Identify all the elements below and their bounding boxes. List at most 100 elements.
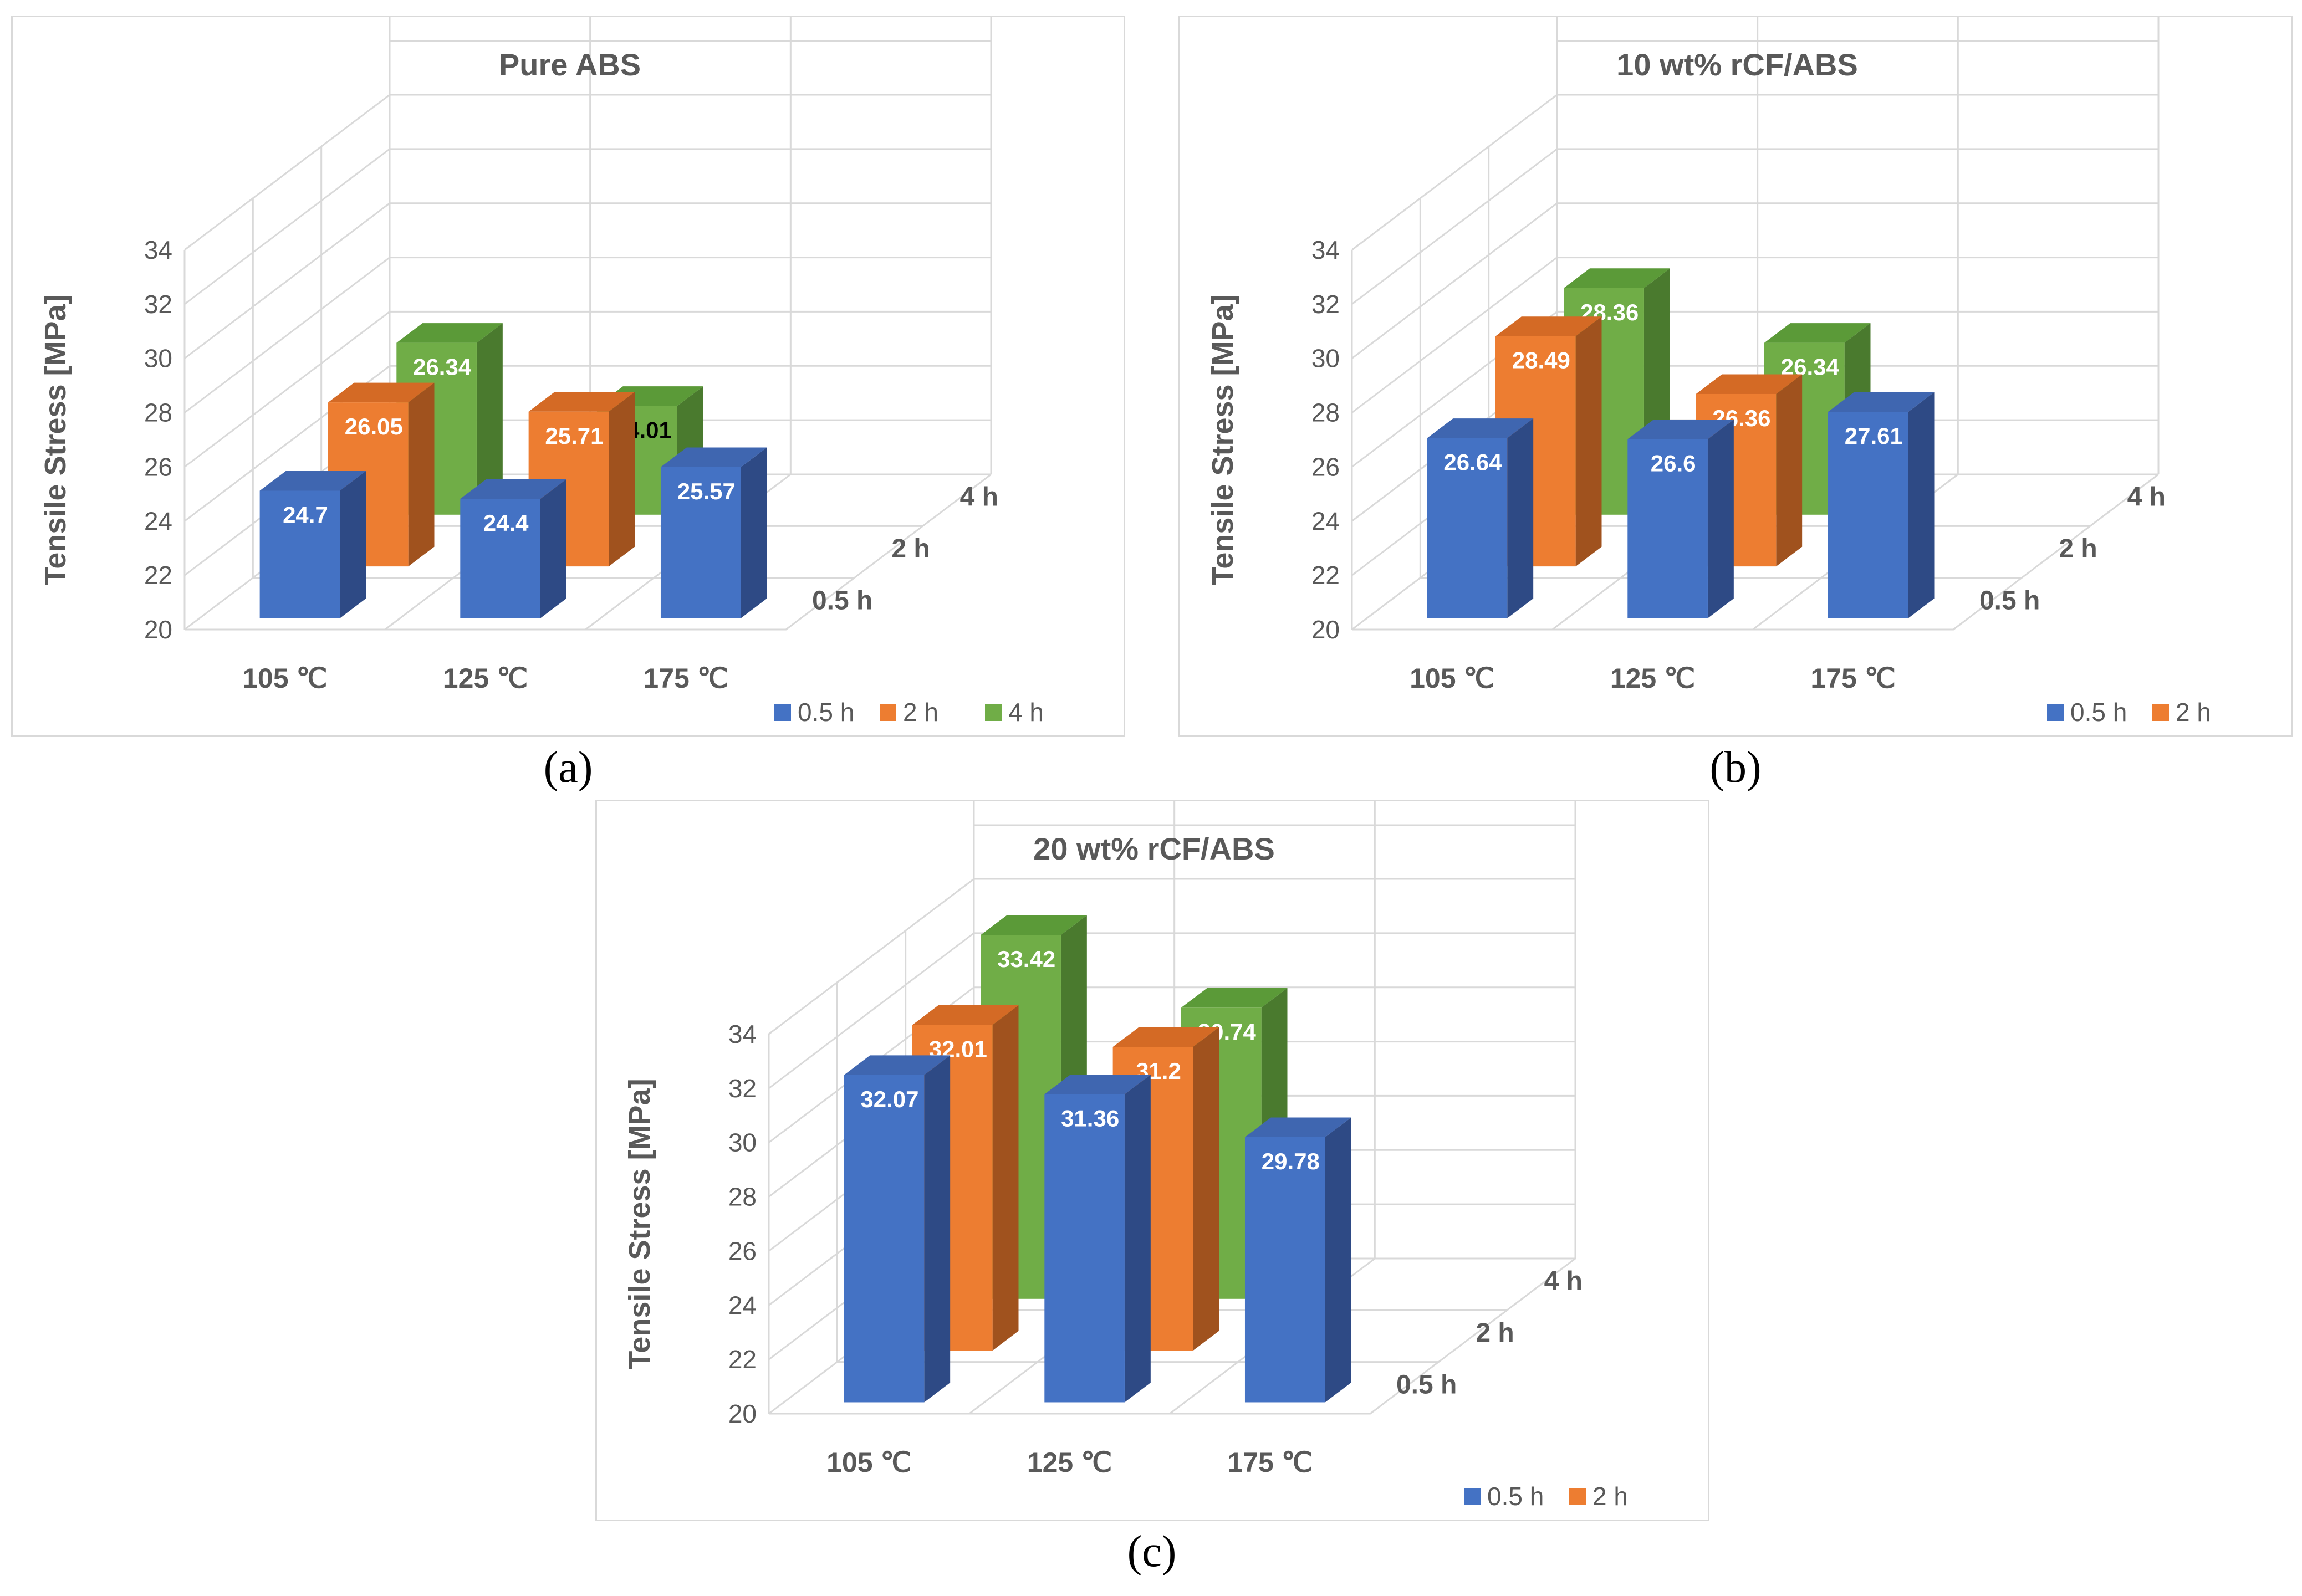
bar-top (259, 471, 366, 491)
bar-top (1427, 418, 1534, 438)
bar-side (924, 1055, 951, 1403)
legend-swatch (774, 704, 791, 721)
legend-label: 0.5 h (1487, 1482, 1544, 1511)
bar-05h-2: 25.57 (660, 447, 767, 618)
bar-front (660, 467, 741, 618)
y-tick-label: 20 (144, 615, 172, 644)
bar-front (1044, 1094, 1125, 1403)
chart-title: 10 wt% rCF/ABS (1616, 47, 1858, 82)
bar-front (1244, 1137, 1325, 1403)
data-label: 25.57 (677, 478, 736, 504)
y-axis-label: Tensile Stress [MPa] (1206, 294, 1239, 585)
bar-2h-0: 28.49 (1495, 316, 1602, 567)
bar-05h-2: 29.78 (1244, 1117, 1351, 1403)
y-tick-label: 30 (728, 1128, 757, 1157)
bar-top (660, 447, 767, 467)
bar-side (1124, 1075, 1151, 1403)
gridline (184, 257, 991, 413)
bar-top (1244, 1117, 1351, 1137)
y-axis-label: Tensile Stress [MPa] (39, 294, 72, 585)
category-label: 105 ℃ (826, 1447, 911, 1478)
category-label: 175 ℃ (643, 663, 728, 694)
gridline (184, 94, 991, 251)
depth-label: 2 h (891, 534, 930, 564)
bar-05h-0: 32.07 (844, 1055, 951, 1403)
bar-side (1193, 1027, 1219, 1351)
bar-top (1112, 1027, 1219, 1047)
bar-side (992, 1005, 1019, 1351)
bar-top (1564, 268, 1670, 288)
chart-panel-10wt: 20 22 24 26 28 30 32 34 Tensile Stress [MPa] 10 w… (1178, 16, 2293, 737)
gridline (1351, 94, 2158, 251)
y-tick-label: 24 (144, 507, 172, 535)
data-label: 26.34 (413, 354, 472, 380)
data-label: 25.71 (545, 423, 603, 449)
y-tick-label: 32 (1311, 290, 1340, 319)
bar-top (1828, 392, 1935, 412)
depth-label: 0.5 h (1979, 586, 2040, 615)
bar-top (1627, 420, 1734, 439)
bar-top (1495, 316, 1602, 336)
bar-front (460, 499, 540, 618)
data-label: 24.4 (483, 510, 529, 536)
y-tick-label: 34 (728, 1020, 757, 1048)
bar-top (844, 1055, 951, 1075)
y-axis-label: Tensile Stress [MPa] (623, 1078, 656, 1369)
data-label: 26.05 (345, 413, 403, 439)
chart-svg: 20 22 24 26 28 30 32 34 Tensile Stress [MPa] Pure… (39, 17, 1044, 727)
bar-2h-1: 31.2 (1112, 1027, 1219, 1351)
data-label: 28.49 (1512, 347, 1570, 374)
legend: 0.5 h 2 h (1464, 1482, 1628, 1511)
legend-swatch (985, 704, 1002, 721)
bar-front (1828, 412, 1908, 618)
data-label: 26.64 (1443, 449, 1502, 475)
bar-side (609, 392, 635, 567)
gridline (1351, 148, 2158, 305)
bar-side (1707, 420, 1734, 618)
bar-05h-1: 26.6 (1627, 420, 1734, 618)
depth-label: 4 h (960, 483, 998, 512)
category-label: 105 ℃ (242, 663, 327, 694)
caption-a: (a) (543, 743, 593, 792)
legend-swatch (1569, 1488, 1586, 1505)
category-label: 175 ℃ (1810, 663, 1895, 694)
y-tick-label: 34 (1311, 236, 1340, 264)
y-tick-label: 20 (728, 1399, 757, 1428)
bar-05h-2: 27.61 (1828, 392, 1935, 618)
legend-label: 4 h (1008, 698, 1044, 727)
bar-front (1627, 439, 1708, 618)
legend: 0.5 h 2 h 4 h (774, 698, 1044, 727)
bar-top (1044, 1075, 1151, 1094)
category-label: 105 ℃ (1410, 663, 1494, 694)
y-tick-label: 22 (144, 561, 172, 590)
y-tick-label: 32 (144, 290, 172, 319)
bar-top (981, 915, 1087, 935)
legend-label: 0.5 h (2070, 698, 2127, 727)
bar-top (528, 392, 635, 412)
bar-05h-1: 24.4 (460, 479, 566, 618)
bar-05h-1: 31.36 (1044, 1075, 1151, 1403)
bar-side (741, 447, 767, 618)
y-tick-label: 20 (1311, 615, 1340, 644)
depth-label: 0.5 h (1396, 1370, 1457, 1399)
bar-05h-0: 26.64 (1427, 418, 1534, 618)
chart-panel-pure-abs: 20 22 24 26 28 30 32 34 Tensile Stress [MPa] Pure… (11, 16, 1125, 737)
depth-label: 2 h (2059, 534, 2097, 564)
data-label: 31.36 (1061, 1106, 1119, 1132)
legend-swatch (2047, 704, 2064, 721)
bar-side (340, 471, 366, 618)
bar-side (540, 479, 566, 618)
bar-top (1181, 988, 1288, 1008)
y-tick-label: 32 (728, 1074, 757, 1103)
legend-swatch (880, 704, 896, 721)
bar-top (328, 382, 435, 403)
depth-label: 4 h (1544, 1267, 1583, 1296)
gridline (768, 878, 1575, 1035)
bar-top (396, 323, 503, 343)
y-tick-label: 26 (144, 452, 172, 481)
bar-top (912, 1005, 1019, 1025)
data-label: 29.78 (1262, 1148, 1320, 1174)
bar-front (844, 1075, 925, 1403)
y-tick-label: 30 (144, 344, 172, 373)
category-label: 125 ℃ (1610, 663, 1695, 694)
